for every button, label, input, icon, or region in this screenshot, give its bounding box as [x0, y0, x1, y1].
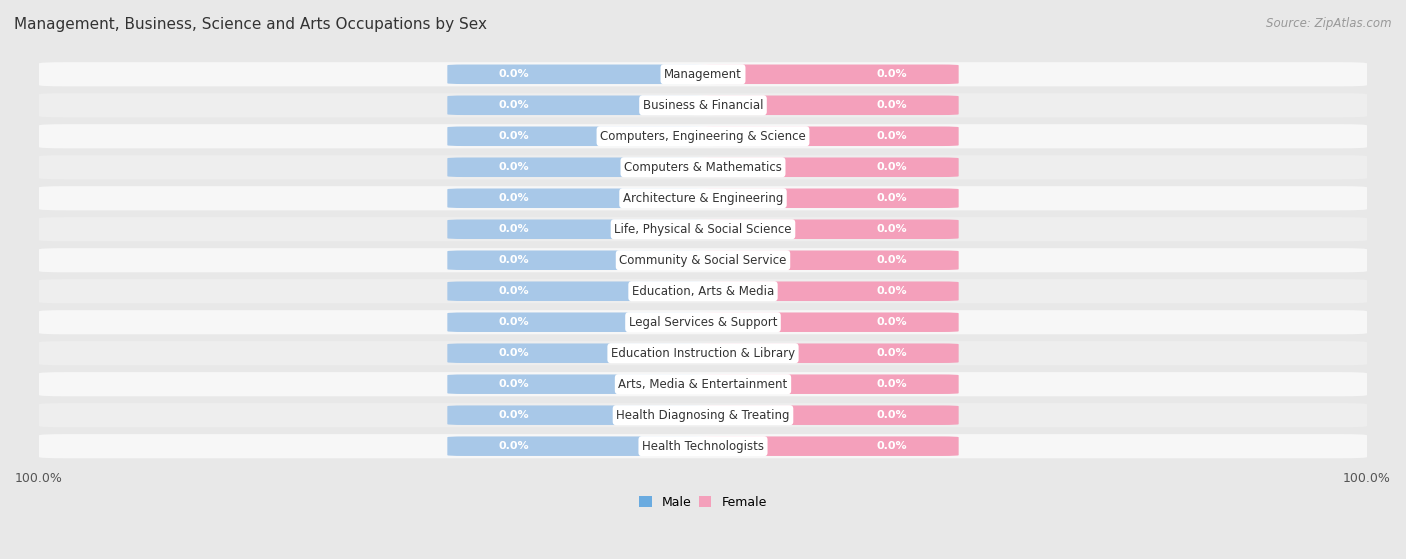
FancyBboxPatch shape — [447, 96, 706, 115]
Text: Business & Financial: Business & Financial — [643, 99, 763, 112]
FancyBboxPatch shape — [447, 437, 706, 456]
FancyBboxPatch shape — [39, 248, 1367, 272]
Text: Computers, Engineering & Science: Computers, Engineering & Science — [600, 130, 806, 143]
FancyBboxPatch shape — [700, 375, 959, 394]
FancyBboxPatch shape — [700, 437, 959, 456]
FancyBboxPatch shape — [39, 124, 1367, 148]
FancyBboxPatch shape — [447, 158, 706, 177]
Text: 0.0%: 0.0% — [499, 379, 529, 389]
Text: 0.0%: 0.0% — [499, 348, 529, 358]
Text: Source: ZipAtlas.com: Source: ZipAtlas.com — [1267, 17, 1392, 30]
Text: Health Diagnosing & Treating: Health Diagnosing & Treating — [616, 409, 790, 421]
FancyBboxPatch shape — [39, 434, 1367, 458]
Text: 0.0%: 0.0% — [499, 255, 529, 265]
Text: Education Instruction & Library: Education Instruction & Library — [612, 347, 794, 360]
Text: Community & Social Service: Community & Social Service — [619, 254, 787, 267]
FancyBboxPatch shape — [39, 186, 1367, 210]
Text: 0.0%: 0.0% — [877, 286, 907, 296]
Text: 0.0%: 0.0% — [877, 193, 907, 203]
FancyBboxPatch shape — [700, 126, 959, 146]
FancyBboxPatch shape — [39, 62, 1367, 86]
Text: Management: Management — [664, 68, 742, 81]
FancyBboxPatch shape — [700, 312, 959, 332]
FancyBboxPatch shape — [39, 155, 1367, 179]
FancyBboxPatch shape — [447, 250, 706, 270]
Text: 0.0%: 0.0% — [499, 162, 529, 172]
Text: 0.0%: 0.0% — [877, 131, 907, 141]
FancyBboxPatch shape — [447, 126, 706, 146]
Text: 0.0%: 0.0% — [877, 410, 907, 420]
Text: 0.0%: 0.0% — [499, 441, 529, 451]
Text: Education, Arts & Media: Education, Arts & Media — [631, 285, 775, 298]
FancyBboxPatch shape — [39, 310, 1367, 334]
Text: Life, Physical & Social Science: Life, Physical & Social Science — [614, 222, 792, 236]
FancyBboxPatch shape — [700, 282, 959, 301]
FancyBboxPatch shape — [39, 341, 1367, 365]
Text: Management, Business, Science and Arts Occupations by Sex: Management, Business, Science and Arts O… — [14, 17, 486, 32]
Text: Health Technologists: Health Technologists — [643, 440, 763, 453]
FancyBboxPatch shape — [447, 282, 706, 301]
FancyBboxPatch shape — [700, 96, 959, 115]
Text: Architecture & Engineering: Architecture & Engineering — [623, 192, 783, 205]
FancyBboxPatch shape — [700, 250, 959, 270]
Text: 0.0%: 0.0% — [877, 162, 907, 172]
Text: 0.0%: 0.0% — [499, 286, 529, 296]
Text: 0.0%: 0.0% — [877, 100, 907, 110]
FancyBboxPatch shape — [447, 375, 706, 394]
Text: 0.0%: 0.0% — [877, 224, 907, 234]
Text: 0.0%: 0.0% — [877, 255, 907, 265]
FancyBboxPatch shape — [700, 158, 959, 177]
Text: 0.0%: 0.0% — [877, 69, 907, 79]
FancyBboxPatch shape — [39, 217, 1367, 241]
Text: 0.0%: 0.0% — [499, 410, 529, 420]
Text: 0.0%: 0.0% — [499, 69, 529, 79]
Text: Computers & Mathematics: Computers & Mathematics — [624, 161, 782, 174]
FancyBboxPatch shape — [447, 405, 706, 425]
FancyBboxPatch shape — [39, 93, 1367, 117]
FancyBboxPatch shape — [447, 64, 706, 84]
FancyBboxPatch shape — [700, 188, 959, 208]
FancyBboxPatch shape — [39, 279, 1367, 304]
Text: 0.0%: 0.0% — [877, 441, 907, 451]
FancyBboxPatch shape — [447, 188, 706, 208]
FancyBboxPatch shape — [447, 312, 706, 332]
Text: Arts, Media & Entertainment: Arts, Media & Entertainment — [619, 378, 787, 391]
Text: 0.0%: 0.0% — [499, 224, 529, 234]
Text: 0.0%: 0.0% — [877, 379, 907, 389]
Text: Legal Services & Support: Legal Services & Support — [628, 316, 778, 329]
FancyBboxPatch shape — [447, 343, 706, 363]
FancyBboxPatch shape — [700, 64, 959, 84]
Text: 0.0%: 0.0% — [877, 348, 907, 358]
FancyBboxPatch shape — [447, 220, 706, 239]
FancyBboxPatch shape — [700, 343, 959, 363]
Text: 0.0%: 0.0% — [499, 193, 529, 203]
Text: 0.0%: 0.0% — [499, 100, 529, 110]
Text: 0.0%: 0.0% — [499, 317, 529, 327]
FancyBboxPatch shape — [39, 372, 1367, 396]
Legend: Male, Female: Male, Female — [634, 491, 772, 514]
FancyBboxPatch shape — [39, 403, 1367, 427]
Text: 0.0%: 0.0% — [499, 131, 529, 141]
FancyBboxPatch shape — [700, 405, 959, 425]
Text: 0.0%: 0.0% — [877, 317, 907, 327]
FancyBboxPatch shape — [700, 220, 959, 239]
